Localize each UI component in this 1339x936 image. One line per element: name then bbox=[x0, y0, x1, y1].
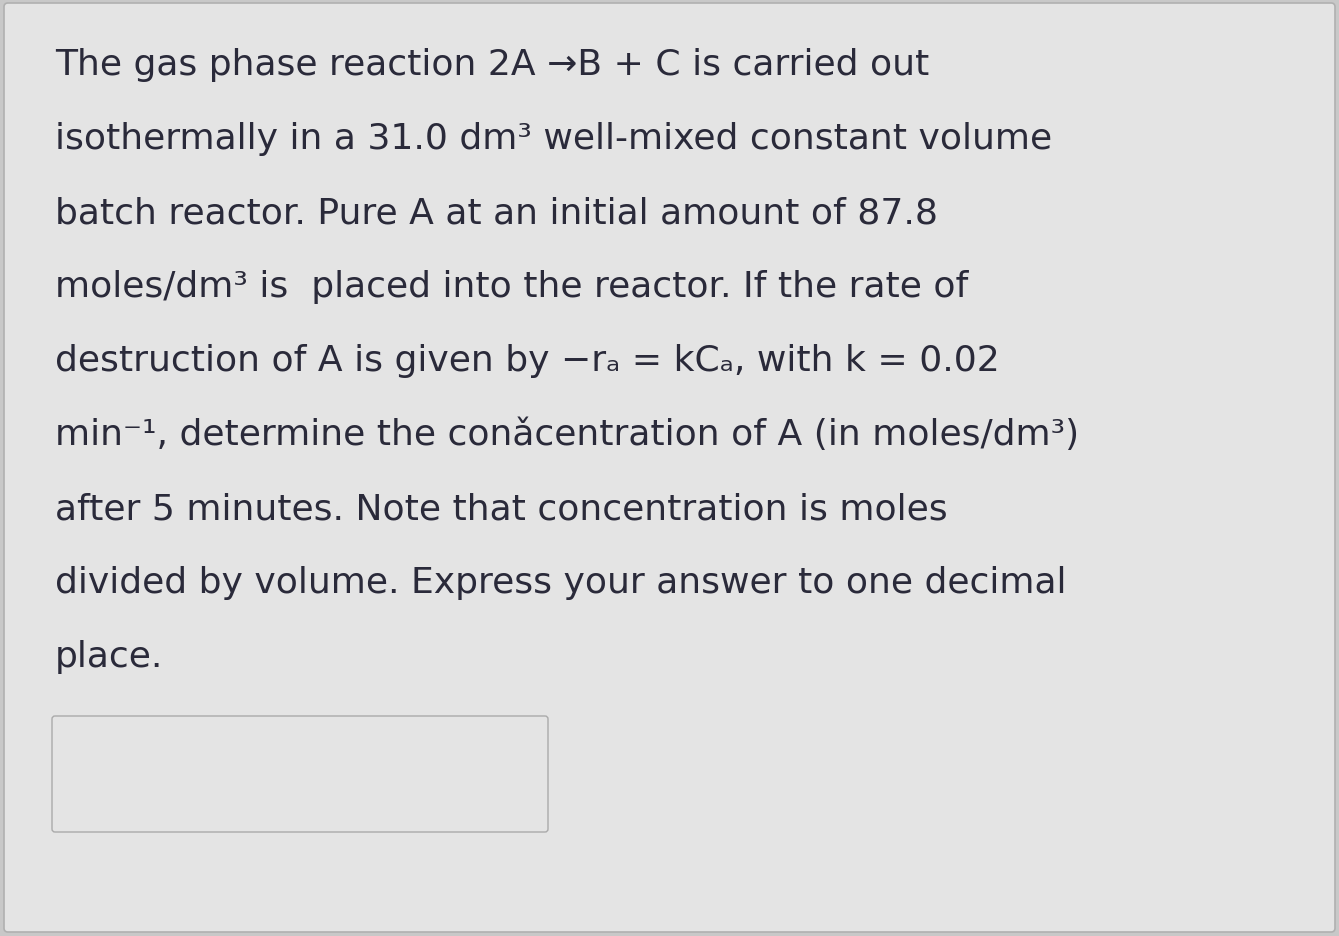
FancyBboxPatch shape bbox=[52, 716, 548, 832]
Text: batch reactor. Pure A at an initial amount of 87.8: batch reactor. Pure A at an initial amou… bbox=[55, 196, 939, 229]
Text: destruction of A is given by −rₐ = kCₐ, with k = 0.02: destruction of A is given by −rₐ = kCₐ, … bbox=[55, 344, 1000, 377]
Text: The gas phase reaction 2A →B + C is carried out: The gas phase reaction 2A →B + C is carr… bbox=[55, 48, 929, 82]
Text: min⁻¹, determine the conǎcentration of A (in moles/dm³): min⁻¹, determine the conǎcentration of A… bbox=[55, 417, 1079, 451]
FancyBboxPatch shape bbox=[4, 4, 1335, 932]
Text: place.: place. bbox=[55, 639, 163, 673]
Text: after 5 minutes. Note that concentration is moles: after 5 minutes. Note that concentration… bbox=[55, 491, 948, 525]
Text: moles/dm³ is  placed into the reactor. If the rate of: moles/dm³ is placed into the reactor. If… bbox=[55, 270, 968, 303]
Text: isothermally in a 31.0 dm³ well-mixed constant volume: isothermally in a 31.0 dm³ well-mixed co… bbox=[55, 122, 1052, 155]
Text: divided by volume. Express your answer to one decimal: divided by volume. Express your answer t… bbox=[55, 565, 1066, 599]
